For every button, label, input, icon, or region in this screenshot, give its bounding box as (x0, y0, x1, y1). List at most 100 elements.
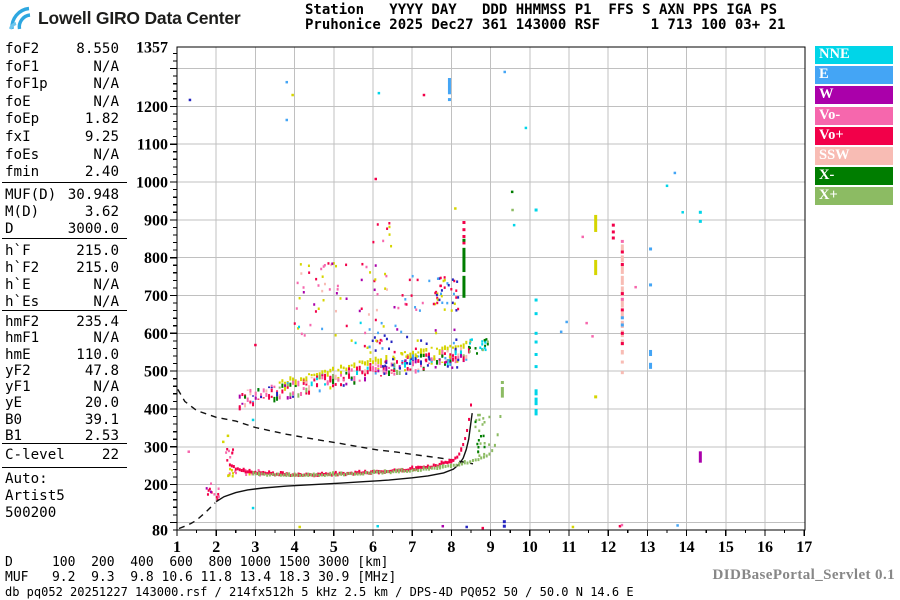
param-label: M(D) (5, 204, 40, 220)
logo-wave-middle (17, 13, 31, 30)
x-tick-label: 8 (447, 539, 455, 556)
param-row-fof1p: foF1p N/A (5, 76, 119, 94)
param-row-ye: yE 20.0 (5, 395, 119, 411)
param-label: hmE (5, 346, 31, 363)
param-value: 9.25 (84, 128, 119, 145)
param-label: foF1p (5, 76, 48, 93)
param-row-hme: hmE 110.0 (5, 347, 119, 363)
legend-item-nne: NNE (815, 46, 893, 64)
x-tick-label: 7 (408, 539, 416, 556)
x-tick-label: 12 (600, 539, 616, 556)
param-label: hmF1 (5, 330, 40, 347)
y-tick-label: 1200 (136, 99, 168, 116)
param-value: N/A (93, 330, 119, 347)
divider (2, 310, 127, 311)
x-tick-label: 14 (679, 539, 695, 556)
y-tick-label: 200 (144, 477, 168, 494)
x-tick-label: 1 (173, 539, 181, 556)
measurement-file-info: db pq052 20251227 143000.rsf / 214fx512h… (5, 585, 634, 599)
doppler-direction-legend: NNE E W Vo- Vo+ SSW X- X+ (815, 46, 893, 208)
giro-logo (8, 6, 31, 30)
station-values-row: Pruhonice 2025 Dec27 361 143000 RSF 1 71… (305, 17, 786, 33)
divider (2, 443, 127, 444)
legend-item-w: W (815, 86, 893, 105)
x-tick-label: 5 (330, 539, 338, 556)
param-label: foF1 (5, 58, 40, 75)
param-value: N/A (93, 379, 119, 396)
param-group-profile: hmF2 235.4 hmF1 N/A hmE 110.0 yF2 47.8 yF1 N/A yE 2… (5, 314, 119, 444)
x-tick-label: 3 (251, 539, 259, 556)
param-value: 20.0 (84, 395, 119, 412)
param-value: N/A (93, 58, 119, 75)
param-row-b0: B0 39.1 (5, 412, 119, 428)
station-header-row: Station YYYY DAY DDD HHMMSS P1 FFS S AXN… (305, 2, 778, 18)
param-label: hmF2 (5, 314, 40, 330)
divider (2, 467, 127, 468)
muf-row: MUF 9.2 9.3 9.8 10.6 11.8 13.4 18.3 30.9… (5, 569, 397, 585)
servlet-version-label: DIDBasePortal_Servlet 0.1 (712, 567, 895, 583)
param-label: fxI (5, 128, 31, 145)
param-row-foe: foE N/A (5, 94, 119, 112)
param-label: fmin (5, 164, 40, 181)
param-label: h`F (5, 243, 31, 259)
param-value: 235.4 (76, 314, 119, 330)
param-label: MUF(D) (5, 187, 57, 203)
plot-axes (170, 46, 806, 536)
param-group-muf: MUF(D) 30.948 M(D) 3.62 D 3000.0 (5, 187, 119, 238)
param-group-confidence: C-level 22 (5, 447, 119, 464)
plot-grid (177, 47, 805, 530)
y-tick-label: 80 (152, 523, 168, 540)
curve-transmission-curve-muf (177, 388, 474, 465)
y-tick-label: 400 (144, 401, 168, 418)
y-tick-label: 1000 (136, 175, 168, 192)
x-tick-label: 13 (639, 539, 655, 556)
param-row-fof2: foF2 8.550 (5, 41, 119, 59)
param-value: 30.948 (67, 187, 119, 203)
legend-item-ssw: SSW (815, 146, 893, 165)
x-tick-label: 6 (369, 539, 377, 556)
param-row-yf1: yF1 N/A (5, 379, 119, 395)
param-row-clevel: C-level 22 (5, 447, 119, 464)
y-tick-label: 1100 (137, 137, 168, 154)
param-row-mufd: MUF(D) 30.948 (5, 187, 119, 204)
param-group-frequencies: foF2 8.550 foF1 N/A foF1p N/A foE N/A foEp 1.82 fx… (5, 41, 119, 182)
legend-item-e: E (815, 66, 893, 85)
param-value: 1.82 (84, 111, 119, 128)
x-tick-label: 9 (487, 539, 495, 556)
param-value: 39.1 (84, 411, 119, 428)
x-tick-label: 17 (796, 539, 812, 556)
y-tick-label: 700 (144, 288, 168, 305)
param-value: 3.62 (84, 204, 119, 220)
param-value: 2.40 (84, 164, 119, 181)
param-label: h`Es (5, 294, 40, 310)
x-tick-label: 11 (561, 539, 576, 556)
param-row-b1: B1 2.53 (5, 428, 119, 444)
param-row-he: h`E N/A (5, 277, 119, 294)
param-value: 2.53 (84, 428, 119, 445)
y-tick-label: 900 (144, 212, 168, 229)
param-label: foF2 (5, 41, 40, 57)
divider (2, 182, 127, 183)
param-value: N/A (93, 93, 119, 110)
param-value: 110.0 (76, 346, 119, 363)
y-tick-label: 300 (144, 439, 168, 456)
param-label: yF2 (5, 362, 31, 379)
param-value: N/A (93, 294, 119, 310)
brand-title: Lowell GIRO Data Center (38, 8, 241, 28)
station-header: Station YYYY DAY DDD HHMMSS P1 FFS S AXN… (305, 3, 785, 33)
param-value: 3000.0 (67, 221, 119, 237)
param-label: foEs (5, 146, 40, 163)
param-label: B0 (5, 411, 23, 428)
param-group-virtual-heights: h`F 215.0 h`F2 215.0 h`E N/A h`Es N/A (5, 243, 119, 311)
param-label: yF1 (5, 379, 31, 396)
y-tick-label: 600 (144, 326, 168, 343)
x-tick-label: 10 (522, 539, 538, 556)
logo-wave-inner (8, 21, 17, 30)
param-row-hes: h`Es N/A (5, 294, 119, 311)
x-tick-label: 2 (212, 539, 220, 556)
param-label: foE (5, 93, 31, 110)
x-tick-label: 16 (757, 539, 773, 556)
x-tick-label: 4 (291, 539, 299, 556)
